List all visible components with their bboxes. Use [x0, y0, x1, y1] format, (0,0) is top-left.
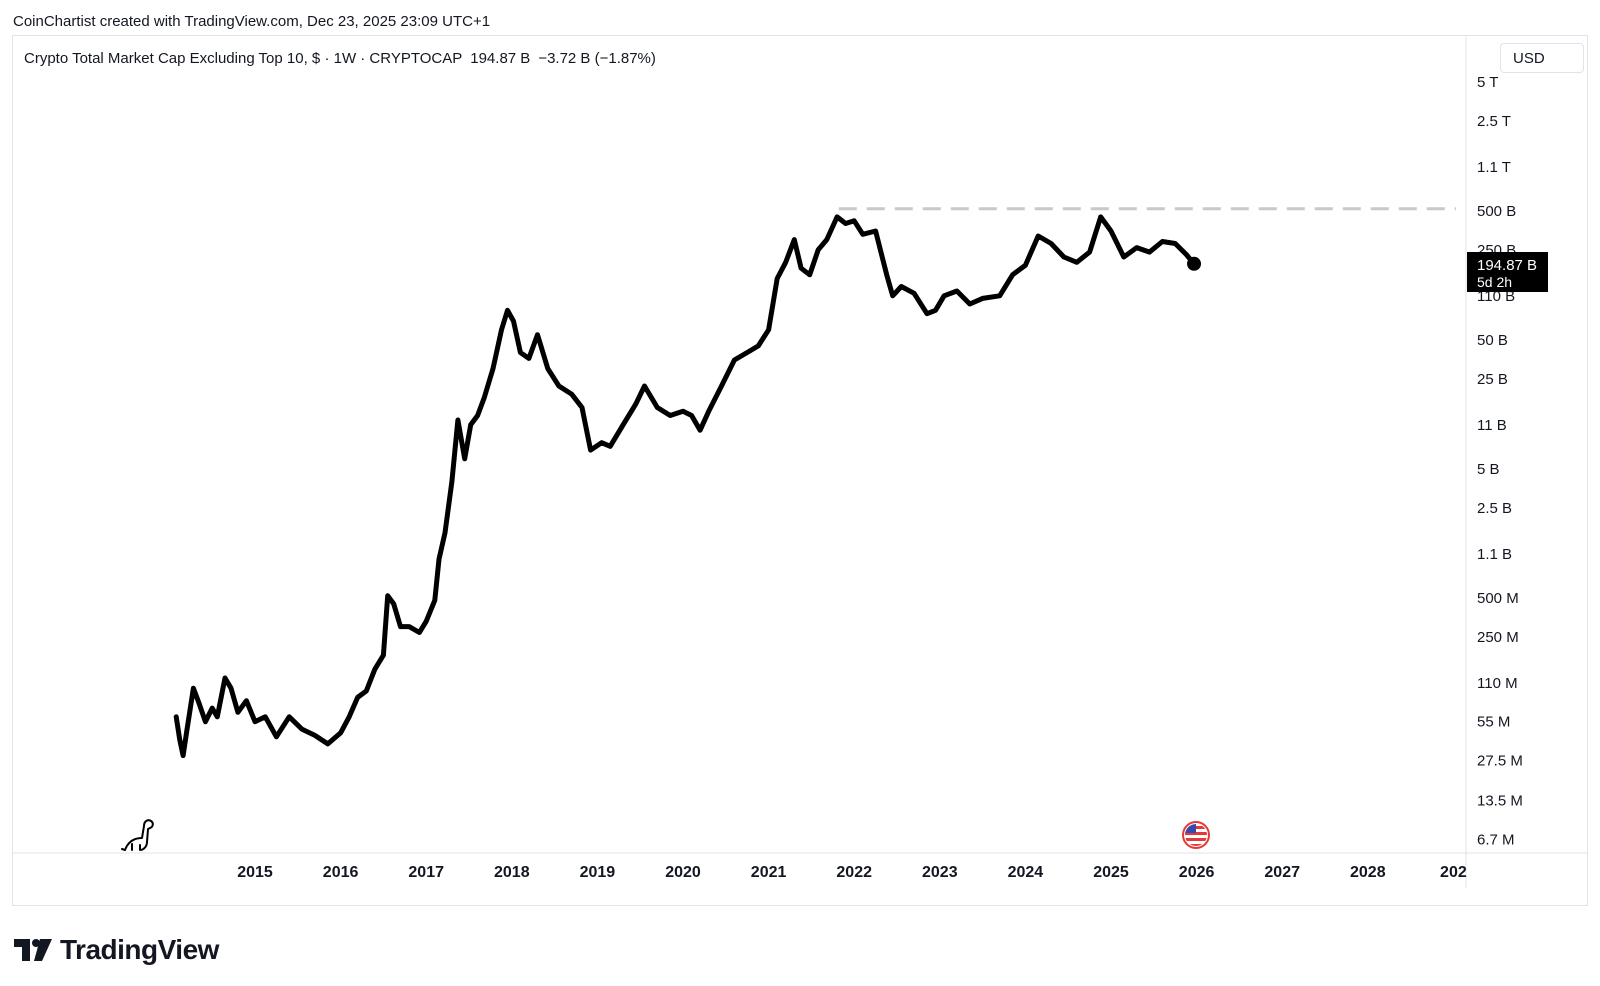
price-axis-label: 500 B	[1477, 203, 1516, 220]
time-axis-label: 2028	[1350, 864, 1386, 881]
price-badge-value: 194.87 B	[1477, 257, 1537, 274]
price-axis-label: 1.1 T	[1477, 159, 1511, 176]
price-axis-label: 6.7 M	[1477, 832, 1515, 849]
time-axis-label: 2027	[1264, 864, 1300, 881]
chart-frame	[12, 35, 1588, 906]
time-axis-label: 2025	[1093, 864, 1129, 881]
time-axis-label: 2024	[1008, 864, 1044, 881]
price-axis-label: 55 M	[1477, 714, 1510, 731]
us-flag-icon[interactable]	[1182, 821, 1210, 849]
price-axis-label: 50 B	[1477, 332, 1508, 349]
price-axis-label: 110 B	[1477, 288, 1515, 305]
last-price-dot	[1187, 256, 1202, 271]
dinosaur-icon[interactable]	[121, 819, 154, 851]
legend-title: Crypto Total Market Cap Excluding Top 10…	[24, 50, 463, 67]
time-axis[interactable]: 2015 2016 2017 2018 2019 2020 2021 2022 2023 2024…	[237, 864, 1467, 881]
time-axis-label: 2021	[751, 864, 787, 881]
price-axis-label: 2.5 T	[1477, 113, 1511, 130]
market-cap-line	[173, 214, 1197, 759]
time-axis-label: 2026	[1179, 864, 1215, 881]
currency-button[interactable]: USD	[1500, 43, 1584, 73]
tradingview-brand-text: TradingView	[60, 934, 219, 965]
price-axis-label: 500 M	[1477, 590, 1519, 607]
price-axis-label: 11 B	[1477, 417, 1507, 434]
price-axis-label: 27.5 M	[1477, 752, 1523, 769]
time-axis-label: 2016	[323, 864, 359, 881]
time-axis-label: 202	[1440, 864, 1467, 881]
tradingview-brand[interactable]: TradingView	[14, 934, 219, 966]
time-axis-label: 2018	[494, 864, 530, 881]
legend-change: −3.72 B (−1.87%)	[538, 50, 656, 67]
legend-last-value: 194.87 B	[470, 50, 531, 67]
chart-credit: CoinChartist created with TradingView.co…	[13, 13, 491, 30]
time-axis-label: 2015	[237, 864, 273, 881]
time-axis-label: 2023	[922, 864, 958, 881]
price-axis-label: 5 T	[1477, 74, 1498, 91]
price-axis-label: 25 B	[1477, 371, 1508, 388]
price-axis-label: 2.5 B	[1477, 500, 1512, 517]
price-badge: 194.87 B 5d 2h	[1467, 252, 1548, 292]
price-axis-label: 13.5 M	[1477, 792, 1523, 809]
price-axis-label: 250 M	[1477, 629, 1519, 646]
price-axis-label: 5 B	[1477, 461, 1500, 478]
time-axis-label: 2020	[665, 864, 701, 881]
symbol-legend[interactable]: Crypto Total Market Cap Excluding Top 10…	[24, 50, 664, 67]
price-axis-label: 1.1 B	[1477, 546, 1512, 563]
time-axis-label: 2019	[580, 864, 616, 881]
time-axis-label: 2022	[836, 864, 872, 881]
time-axis-label: 2017	[408, 864, 444, 881]
tradingview-logo-icon	[14, 939, 52, 961]
price-axis-label: 110 M	[1477, 675, 1518, 692]
price-badge-countdown: 5d 2h	[1477, 274, 1512, 290]
